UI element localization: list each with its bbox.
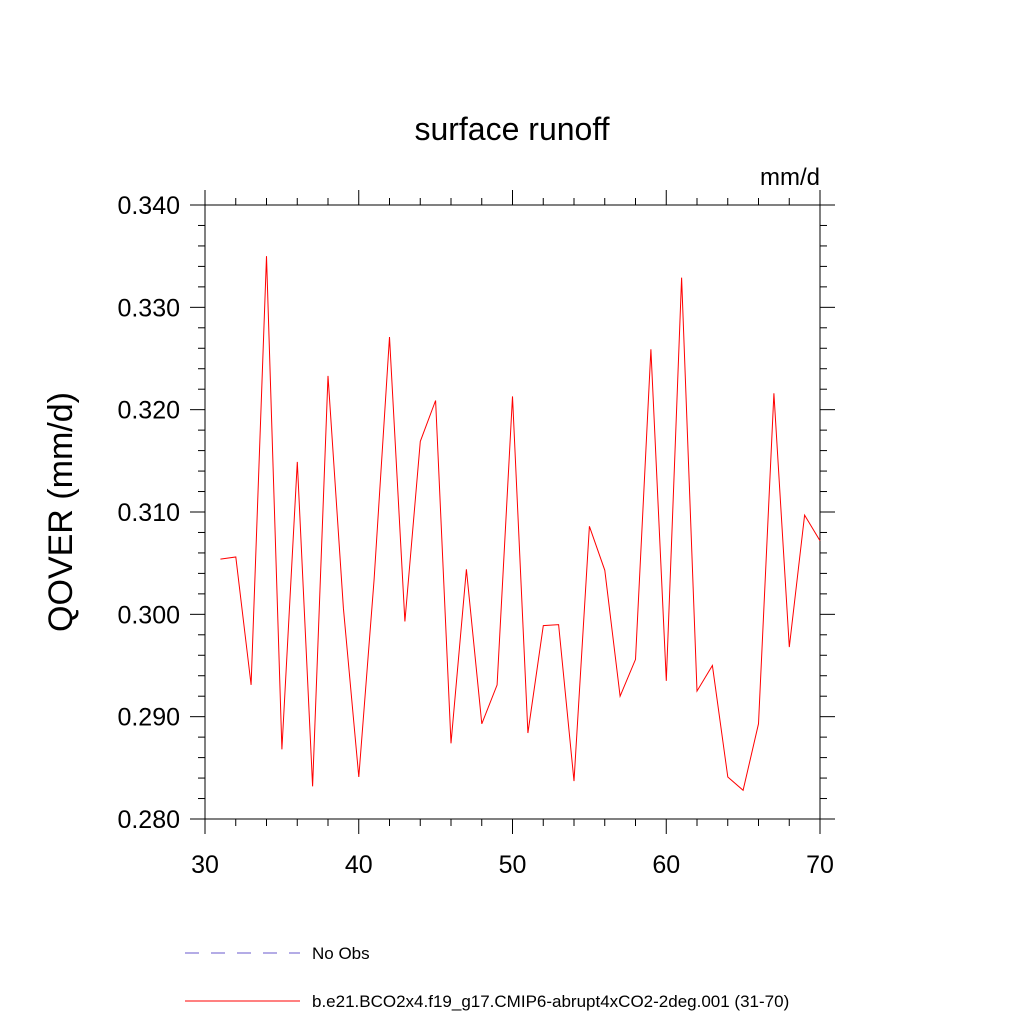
y-tick-label: 0.280 (117, 806, 180, 834)
y-tick-label: 0.320 (117, 397, 180, 425)
x-tick-label: 40 (345, 851, 373, 879)
x-tick-label: 70 (806, 851, 834, 879)
axis-ticks (190, 190, 835, 834)
units-label: mm/d (760, 164, 820, 191)
series-line-model-run (220, 256, 821, 792)
y-tick-label: 0.300 (117, 601, 180, 629)
legend-label-model-run: b.e21.BCO2x4.f19_g17.CMIP6-abrupt4xCO2-2… (312, 992, 789, 1011)
y-tick-label: 0.330 (117, 294, 180, 322)
y-tick-label: 0.310 (117, 499, 180, 527)
y-axis-label: QOVER (mm/d) (42, 392, 80, 632)
x-tick-label: 60 (652, 851, 680, 879)
x-tick-label: 50 (499, 851, 527, 879)
series-layer (220, 256, 821, 792)
axis-tick-labels: 30 40 50 60 70 0.280 0.290 0.300 0.310 0.320 0.330… (117, 192, 833, 879)
x-tick-label: 30 (191, 851, 219, 879)
legend-label-no-obs: No Obs (312, 944, 370, 963)
y-tick-label: 0.340 (117, 192, 180, 220)
chart-title: surface runoff (414, 111, 609, 147)
plot-frame (204, 204, 821, 820)
y-tick-label: 0.290 (117, 704, 180, 732)
legend: No Obs b.e21.BCO2x4.f19_g17.CMIP6-abrupt… (185, 944, 789, 1011)
